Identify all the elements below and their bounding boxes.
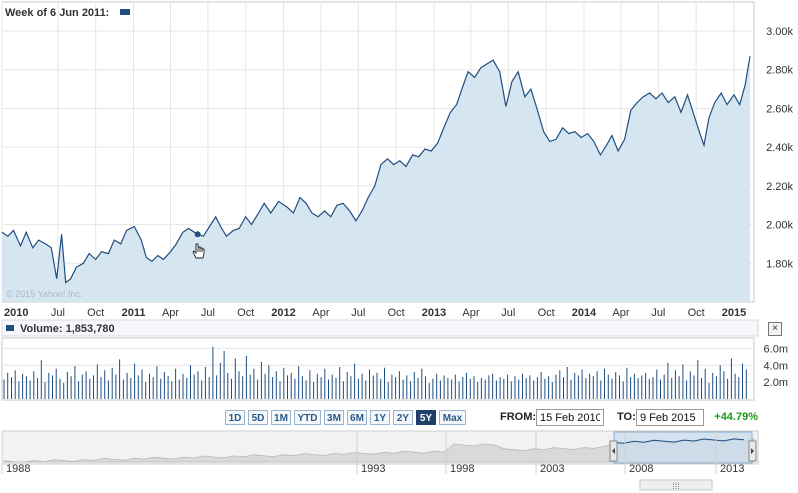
range-button-1y[interactable]: 1Y [370, 410, 390, 425]
price-y-tick-label: 2.20k [766, 181, 793, 193]
price-x-tick-label: Apr [612, 307, 629, 319]
price-x-tick-label: Jul [351, 307, 365, 319]
tooltip-series-swatch [120, 9, 130, 15]
price-y-tick-label: 2.40k [766, 142, 793, 154]
price-y-axis: 1.80k 2.00k 2.20k 2.40k 2.60k 2.80k 3.00k [766, 26, 793, 270]
price-x-tick-label: Jul [501, 307, 515, 319]
price-x-tick-label: Apr [312, 307, 329, 319]
hover-point-marker [194, 231, 201, 238]
overview-right-handle[interactable] [748, 440, 757, 462]
price-x-tick-label: 2011 [122, 307, 146, 319]
overview-left-handle[interactable] [609, 440, 618, 462]
price-x-tick-label: Jul [651, 307, 665, 319]
from-date-input[interactable] [536, 409, 604, 426]
overview-year-label: 2013 [720, 463, 744, 475]
range-button-1d[interactable]: 1D [225, 410, 245, 425]
volume-y-tick-label: 4.0m [764, 360, 788, 372]
volume-panel-frame [1, 337, 755, 401]
to-label: TO: [617, 411, 636, 423]
price-y-tick-label: 2.80k [766, 65, 793, 77]
overview-year-label: 1988 [6, 463, 30, 475]
volume-y-axis: 2.0m 4.0m 6.0m [764, 343, 788, 389]
range-button-ytd[interactable]: YTD [294, 410, 321, 425]
overview-year-label: 2003 [540, 463, 564, 475]
volume-label: Volume: 1,853,780 [20, 323, 115, 335]
price-x-tick-label: Jul [51, 307, 65, 319]
from-label: FROM: [500, 411, 537, 423]
volume-bars [3, 346, 747, 399]
range-button-5d[interactable]: 5D [248, 410, 268, 425]
price-y-tick-label: 3.00k [766, 26, 793, 38]
price-x-tick-label: 2013 [422, 307, 446, 319]
overview-year-label: 1993 [361, 463, 385, 475]
price-x-tick-label: Oct [87, 307, 104, 319]
price-x-tick-label: Oct [237, 307, 254, 319]
to-date-input[interactable] [636, 409, 704, 426]
price-x-tick-label: 2012 [271, 307, 295, 319]
price-y-tick-label: 2.60k [766, 103, 793, 115]
overview-year-label: 1998 [450, 463, 474, 475]
price-x-tick-label: Oct [688, 307, 705, 319]
price-area [2, 56, 750, 303]
price-x-tick-label: 2014 [572, 307, 597, 319]
price-x-tick-label: Apr [162, 307, 179, 319]
overview-selection[interactable] [613, 431, 753, 464]
close-volume-button[interactable]: × [768, 322, 782, 336]
price-x-tick-label: Apr [462, 307, 479, 319]
price-y-tick-label: 2.00k [766, 220, 793, 232]
hand-cursor-icon [192, 243, 205, 259]
volume-swatch [6, 325, 14, 331]
tooltip-week-label: Week of 6 Jun 2011: [5, 7, 109, 19]
overview-scroll-grip[interactable]: ⁞⁞⁞ [639, 479, 713, 491]
price-line [1, 56, 751, 284]
price-x-tick-label: 2010 [4, 307, 28, 319]
overview-year-labels: 1988 1993 1998 2003 2008 2013 [1, 432, 744, 475]
price-x-tick-label: 2015 [722, 307, 746, 319]
overview-year-label: 2008 [629, 463, 653, 475]
volume-header-bar [1, 319, 759, 337]
watermark: © 2015 Yahoo! Inc. [6, 289, 82, 299]
price-x-tick-label: Jul [201, 307, 215, 319]
price-x-tick-label: Oct [388, 307, 405, 319]
price-x-axis: 2010 Jul Oct 2011 Apr Jul Oct 2012 Apr Jul Oct 2013… [4, 307, 746, 319]
range-button-6m[interactable]: 6M [347, 410, 367, 425]
volume-y-tick-label: 2.0m [764, 377, 788, 389]
overview-selection-line [613, 438, 745, 444]
svg-text:⁞⁞⁞: ⁞⁞⁞ [672, 481, 680, 491]
percent-change: +44.79% [714, 411, 758, 423]
range-button-3m[interactable]: 3M [324, 410, 344, 425]
price-x-tick-label: Oct [538, 307, 555, 319]
range-button-2y[interactable]: 2Y [393, 410, 413, 425]
price-y-tick-label: 1.80k [766, 258, 793, 270]
range-button-5y[interactable]: 5Y [416, 410, 436, 425]
range-button-1m[interactable]: 1M [271, 410, 291, 425]
volume-y-tick-label: 6.0m [764, 343, 788, 355]
range-button-max[interactable]: Max [439, 410, 466, 425]
